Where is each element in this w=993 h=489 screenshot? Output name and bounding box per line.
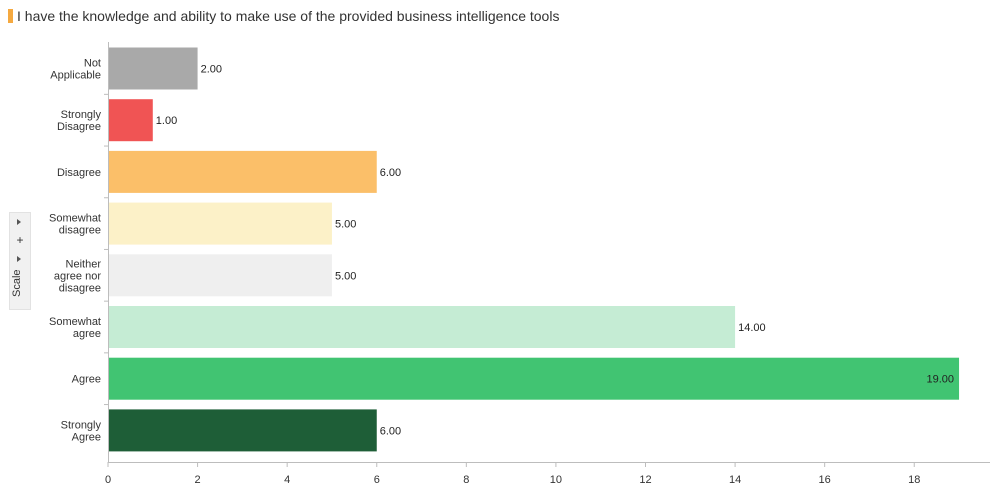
- data-label-5: 14.00: [738, 322, 766, 334]
- bar-7: [109, 409, 377, 452]
- x-tick-label-5: 10: [550, 474, 562, 486]
- category-label-0: Not Applicable: [50, 58, 101, 82]
- chart-title: I have the knowledge and ability to make…: [17, 8, 560, 24]
- data-label-7: 6.00: [380, 425, 401, 437]
- x-tick-label-9: 18: [908, 474, 920, 486]
- x-tick-label-0: 0: [105, 474, 111, 486]
- chart-title-row: I have the knowledge and ability to make…: [8, 6, 559, 26]
- data-label-0: 2.00: [201, 64, 222, 76]
- bar-2: [109, 150, 377, 193]
- data-label-1: 1.00: [156, 115, 177, 127]
- bar-3: [109, 202, 332, 245]
- x-tick-label-7: 14: [729, 474, 741, 486]
- x-tick-label-6: 12: [639, 474, 651, 486]
- category-label-1: Strongly Disagree: [57, 109, 102, 133]
- title-marker: [8, 9, 13, 23]
- collapse-arrow-icon[interactable]: [17, 256, 21, 262]
- category-label-4: Neither agree nor disagree: [54, 258, 101, 294]
- bar-1: [109, 99, 153, 142]
- bar-5: [109, 306, 736, 348]
- category-label-6: Agree: [72, 374, 101, 386]
- add-plus-icon[interactable]: +: [16, 233, 24, 247]
- category-label-7: Strongly Agree: [61, 419, 102, 443]
- expand-arrow-icon[interactable]: [17, 219, 21, 225]
- x-tick-label-1: 2: [195, 474, 201, 486]
- data-label-4: 5.00: [335, 270, 356, 282]
- bar-4: [109, 254, 332, 297]
- x-tick-label-4: 8: [463, 474, 469, 486]
- data-label-2: 6.00: [380, 167, 401, 179]
- x-tick-label-8: 16: [819, 474, 831, 486]
- category-label-5: Somewhat agree: [49, 316, 101, 340]
- data-label-3: 5.00: [335, 219, 356, 231]
- x-tick-label-3: 6: [374, 474, 380, 486]
- x-tick-label-2: 4: [284, 474, 290, 486]
- bar-0: [109, 47, 198, 90]
- scale-panel[interactable]: + Scale: [9, 212, 31, 310]
- category-label-3: Somewhat disagree: [49, 213, 101, 237]
- data-label-6: 19.00: [927, 374, 955, 386]
- category-label-2: Disagree: [57, 167, 101, 179]
- bar-6: [109, 357, 960, 400]
